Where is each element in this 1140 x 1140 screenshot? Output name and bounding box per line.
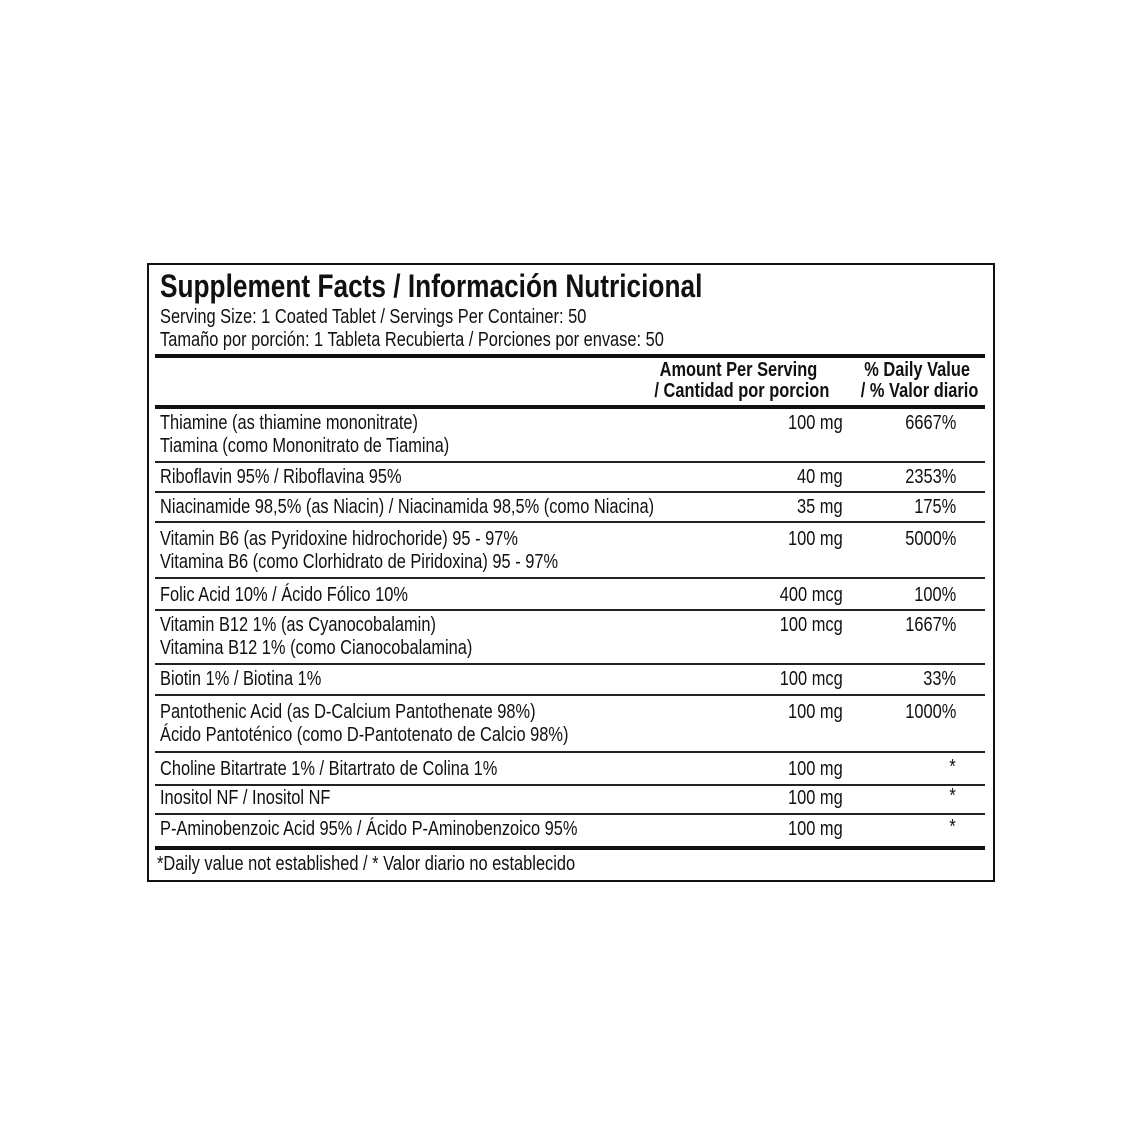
nutrient-dv: 175% bbox=[914, 496, 956, 518]
nutrient-name: Inositol NF / Inositol NF bbox=[160, 787, 331, 809]
nutrient-dv: * bbox=[949, 756, 956, 778]
nutrient-name-es: Vitamina B12 1% (como Cianocobalamina) bbox=[160, 637, 473, 659]
nutrient-amount: 100 mg bbox=[788, 758, 843, 780]
nutrient-name: Choline Bitartrate 1% / Bitartrato de Co… bbox=[160, 758, 498, 780]
nutrient-name-es: Vitamina B6 (como Clorhidrato de Piridox… bbox=[160, 551, 559, 573]
footnote: *Daily value not established / * Valor d… bbox=[157, 853, 576, 875]
nutrient-dv: 5000% bbox=[904, 528, 956, 550]
nutrient-amount: 100 mg bbox=[788, 787, 843, 809]
divider bbox=[155, 751, 985, 753]
nutrient-dv: 1667% bbox=[904, 614, 956, 636]
divider bbox=[155, 663, 985, 665]
nutrient-name: Folic Acid 10% / Ácido Fólico 10% bbox=[160, 584, 408, 606]
nutrient-name: P-Aminobenzoic Acid 95% / Ácido P-Aminob… bbox=[160, 818, 578, 840]
nutrient-dv: * bbox=[949, 785, 956, 807]
facts-panel-border bbox=[147, 263, 995, 882]
nutrient-name: Vitamin B12 1% (as Cyanocobalamin) bbox=[160, 614, 436, 636]
nutrient-dv: 33% bbox=[923, 668, 956, 690]
nutrient-amount: 100 mg bbox=[788, 528, 843, 550]
divider bbox=[155, 846, 985, 850]
nutrient-amount: 400 mcg bbox=[780, 584, 843, 606]
divider bbox=[155, 521, 985, 523]
nutrient-amount: 35 mg bbox=[797, 496, 843, 518]
nutrient-amount: 100 mg bbox=[788, 818, 843, 840]
amount-header-2: / Cantidad por porcion bbox=[654, 380, 829, 402]
dv-header-1: % Daily Value bbox=[864, 359, 970, 381]
nutrient-amount: 100 mg bbox=[788, 412, 843, 434]
divider bbox=[155, 609, 985, 611]
divider bbox=[155, 694, 985, 696]
nutrient-dv: 6667% bbox=[904, 412, 956, 434]
nutrient-name-es: Ácido Pantoténico (como D-Pantotenato de… bbox=[160, 724, 569, 746]
nutrient-amount: 100 mg bbox=[788, 701, 843, 723]
serving-size-es: Tamaño por porción: 1 Tableta Recubierta… bbox=[160, 329, 664, 351]
divider bbox=[155, 461, 985, 463]
nutrient-name: Niacinamide 98,5% (as Niacin) / Niacinam… bbox=[160, 496, 655, 518]
divider bbox=[155, 784, 985, 786]
nutrient-amount: 100 mcg bbox=[780, 614, 843, 636]
divider bbox=[155, 813, 985, 815]
nutrient-name: Thiamine (as thiamine mononitrate) bbox=[160, 412, 418, 434]
nutrient-dv: 2353% bbox=[904, 466, 956, 488]
nutrient-amount: 40 mg bbox=[797, 466, 843, 488]
divider bbox=[155, 577, 985, 579]
divider bbox=[155, 405, 985, 409]
serving-size-en: Serving Size: 1 Coated Tablet / Servings… bbox=[160, 306, 587, 328]
nutrient-amount: 100 mcg bbox=[780, 668, 843, 690]
dv-header-2: / % Valor diario bbox=[860, 380, 978, 402]
nutrient-dv: * bbox=[949, 816, 956, 838]
nutrient-name: Vitamin B6 (as Pyridoxine hidrochoride) … bbox=[160, 528, 518, 550]
nutrient-name: Pantothenic Acid (as D-Calcium Pantothen… bbox=[160, 701, 536, 723]
nutrient-dv: 1000% bbox=[904, 701, 956, 723]
divider bbox=[155, 354, 985, 358]
nutrient-dv: 100% bbox=[914, 584, 956, 606]
amount-header-1: Amount Per Serving bbox=[659, 359, 817, 381]
nutrient-name: Biotin 1% / Biotina 1% bbox=[160, 668, 322, 690]
divider bbox=[155, 491, 985, 493]
nutrient-name-es: Tiamina (como Mononitrato de Tiamina) bbox=[160, 435, 450, 457]
nutrient-name: Riboflavin 95% / Riboflavina 95% bbox=[160, 466, 402, 488]
panel-title: Supplement Facts / Información Nutricion… bbox=[160, 268, 703, 304]
